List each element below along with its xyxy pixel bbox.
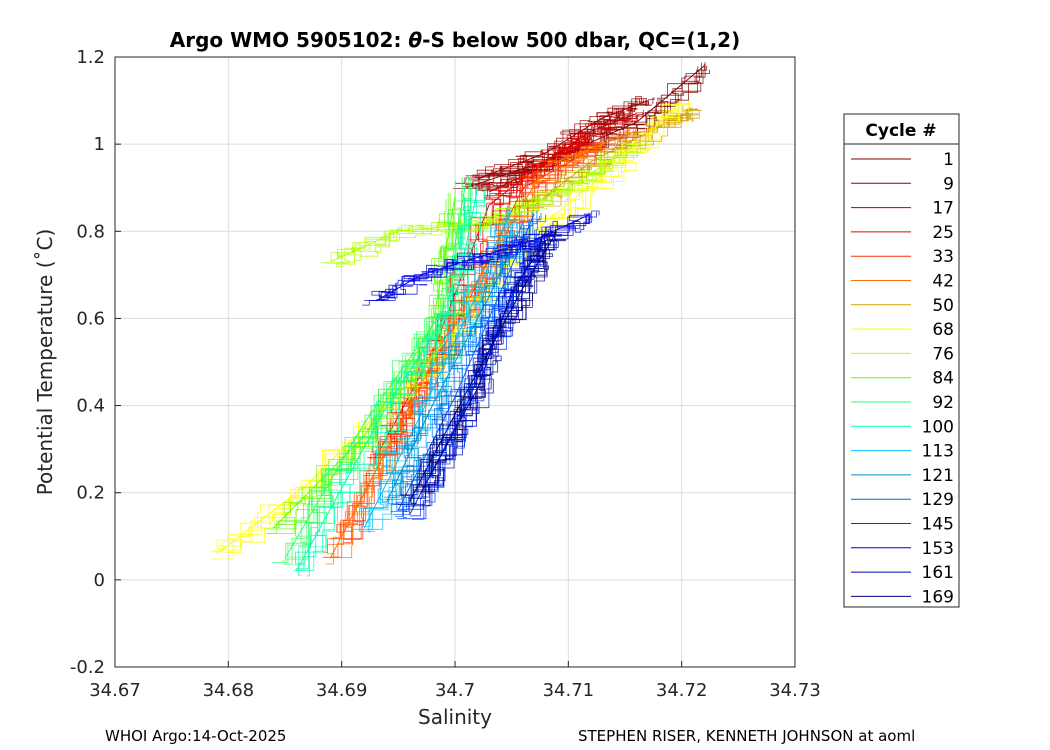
series-profile (409, 229, 556, 517)
legend-label: 121 (922, 466, 954, 486)
legend-label: 161 (922, 563, 954, 583)
legend-label: 92 (932, 393, 954, 413)
y-tick-label: 1 (94, 134, 105, 155)
legend-label: 113 (922, 442, 954, 462)
legend-label: 169 (922, 587, 954, 607)
series-profile (393, 210, 538, 515)
y-tick-label: 0 (94, 570, 105, 591)
y-axis-label: Potential Temperature (˚C) (33, 229, 57, 496)
x-tick-label: 34.72 (656, 680, 708, 701)
legend-label: 68 (932, 320, 954, 340)
series-profile (379, 214, 591, 301)
footer-left: WHOI Argo:14-Oct-2025 (105, 727, 287, 745)
series-profile (530, 109, 699, 207)
plot-frame (114, 56, 796, 668)
y-tick-label: -0.2 (70, 657, 105, 678)
y-tick-label: 0.2 (76, 483, 105, 504)
series-profile (226, 101, 690, 551)
series-profile (410, 227, 566, 507)
chart-title: Argo WMO 5905102: θ-S below 500 dbar, QC… (170, 28, 740, 52)
x-tick-label: 34.7 (435, 680, 475, 701)
series-profile (528, 107, 694, 208)
y-tick-label: 1.2 (76, 47, 105, 68)
x-tick-labels: 34.67 34.68 34.69 34.7 34.71 34.72 34.73 (89, 680, 821, 701)
legend-label: 153 (922, 539, 954, 559)
x-tick-label: 34.67 (89, 680, 141, 701)
series-profile (320, 143, 627, 264)
series-76 (320, 140, 648, 268)
series-100 (294, 185, 487, 577)
x-tick-label: 34.73 (769, 680, 821, 701)
series-profile (485, 97, 655, 176)
series-profile (330, 147, 639, 262)
series-profile (474, 98, 644, 178)
series-9 (465, 96, 655, 186)
legend-label: 145 (922, 515, 954, 535)
series-profile (295, 188, 485, 566)
legend-items: 1 9 17 25 33 42 50 68 76 84 92 100 113 121 129 145 153 16… (851, 150, 954, 607)
legend-label: 33 (932, 247, 954, 267)
series-profile (482, 112, 644, 192)
footer-right: STEPHEN RISER, KENNETH JOHNSON at aoml (578, 727, 916, 745)
y-tick-labels: -0.2 0 0.2 0.4 0.6 0.8 1 1.2 (70, 47, 105, 678)
series-50 (526, 105, 702, 211)
legend-label: 42 (932, 272, 954, 292)
series-profile (306, 188, 481, 577)
legend-label: 76 (932, 344, 954, 364)
legend-label: 129 (922, 490, 954, 510)
x-axis-label: Salinity (418, 705, 492, 729)
series-profile (322, 128, 630, 558)
legend-label: 50 (932, 296, 954, 316)
y-tick-label: 0.6 (76, 308, 105, 329)
series-profile (384, 220, 529, 498)
series-profile (330, 140, 594, 539)
series-profile (398, 231, 569, 505)
y-tick-label: 0.8 (76, 221, 105, 242)
series-line (386, 222, 524, 502)
series-profile (363, 215, 591, 302)
legend-label: 9 (943, 174, 954, 194)
x-tick-label: 34.69 (316, 680, 368, 701)
series-layer (209, 62, 710, 577)
legend-label: 100 (922, 417, 954, 437)
series-profile (298, 188, 477, 576)
legend-label: 25 (932, 223, 954, 243)
series-169 (398, 227, 569, 507)
y-tick-label: 0.4 (76, 396, 105, 417)
legend: Cycle # 1 9 17 25 33 42 50 68 76 84 92 100 113 121 129… (843, 113, 960, 608)
series-profile (388, 223, 531, 505)
legend-label: 1 (943, 150, 954, 170)
series-profile (465, 100, 649, 177)
series-line (477, 100, 648, 180)
legend-label: 84 (932, 369, 954, 389)
series-profile (415, 241, 549, 491)
x-tick-label: 34.71 (543, 680, 595, 701)
series-profile (295, 189, 485, 570)
legend-box (843, 113, 960, 608)
series-profile (376, 212, 590, 301)
legend-title: Cycle # (865, 121, 936, 141)
series-profile (285, 179, 469, 560)
series-profile (267, 200, 459, 534)
legend-label: 17 (932, 199, 954, 219)
x-tick-label: 34.68 (203, 680, 255, 701)
series-profile (325, 128, 637, 565)
